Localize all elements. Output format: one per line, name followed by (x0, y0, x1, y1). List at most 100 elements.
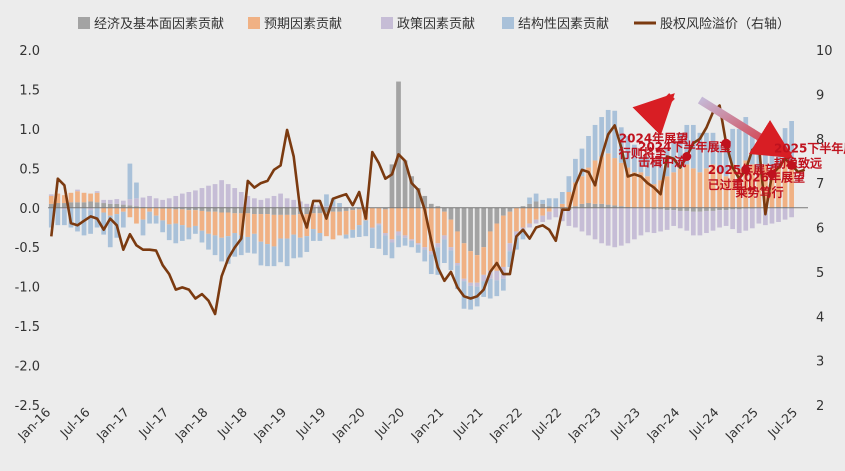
bar-econ (48, 203, 54, 208)
bar-struct (140, 219, 146, 236)
bar-struct (658, 156, 663, 181)
trend-arrow-up (632, 93, 675, 136)
annotation-label: 2026年展望 (736, 169, 805, 184)
bar-econ (337, 207, 342, 212)
bar-policy (415, 243, 421, 245)
bar-expect (94, 192, 100, 203)
bar-econ (455, 207, 460, 232)
bar-policy (428, 251, 434, 255)
bar-econ (81, 202, 87, 208)
bar-econ (101, 203, 107, 208)
bar-econ (520, 206, 526, 208)
legend-swatch-econ (78, 17, 90, 29)
bar-expect (625, 167, 631, 207)
bar-expect (664, 176, 670, 208)
bar-expect (396, 207, 401, 232)
bar-struct (520, 231, 526, 240)
bar-policy (769, 207, 775, 224)
bar-policy (186, 192, 192, 208)
bar-expect (278, 214, 283, 239)
bar-expect (651, 184, 657, 208)
bar-expect (789, 160, 794, 208)
annotation-marker (767, 169, 777, 179)
bar-struct (645, 156, 650, 177)
bar-policy (782, 207, 788, 220)
x-tick-label: Jan-21 (407, 405, 446, 444)
bar-expect (343, 210, 349, 235)
bar-policy (612, 207, 618, 248)
y-right-tick-label: 10 (816, 44, 833, 59)
x-tick-label: Jul-20 (371, 404, 407, 440)
bar-policy (645, 208, 650, 233)
bar-policy (199, 188, 205, 208)
bar-expect (350, 210, 356, 230)
bar-expect (677, 168, 683, 208)
bar-struct (238, 235, 244, 256)
bar-econ (677, 207, 683, 211)
bar-econ (618, 206, 624, 208)
bar-econ (383, 207, 388, 210)
bar-policy (252, 198, 257, 208)
bar-expect (448, 219, 454, 248)
bar-policy (120, 200, 126, 205)
bar-policy (396, 231, 401, 236)
bar-struct (507, 251, 513, 267)
bar-policy (166, 198, 172, 208)
y-right-tick-label: 5 (816, 266, 824, 281)
bar-expect (127, 207, 133, 218)
bar-struct (553, 198, 559, 208)
bar-expect (232, 213, 238, 234)
bar-econ (310, 207, 316, 214)
bar-expect (487, 231, 493, 271)
bar-econ (193, 207, 198, 211)
bar-econ (62, 203, 67, 208)
y-left-tick-label: -1.0 (15, 281, 40, 296)
bar-expect (481, 247, 487, 275)
bar-policy (723, 210, 729, 226)
bar-econ (219, 207, 224, 213)
bar-econ (225, 207, 231, 213)
bar-econ (546, 206, 552, 208)
y-right-tick-label: 6 (816, 222, 824, 237)
bar-struct (297, 237, 303, 258)
x-tick-label: Jul-21 (449, 405, 485, 441)
bar-econ (343, 207, 349, 211)
bar-struct (356, 225, 362, 237)
y-right-tick-label: 9 (816, 88, 824, 103)
legend-item-erp: 股权风险溢价（右轴） (634, 16, 790, 32)
bar-econ (232, 207, 238, 214)
bar-policy (592, 207, 598, 240)
legend-item-econ: 经济及基本面因素贡献 (78, 17, 224, 32)
bar-policy (284, 198, 290, 208)
bar-policy (442, 235, 447, 240)
bar-expect (186, 210, 192, 228)
bar-policy (605, 207, 611, 246)
bar-econ (199, 207, 205, 211)
bar-econ (206, 207, 211, 212)
bar-struct (179, 225, 185, 241)
bar-struct (278, 238, 283, 263)
bar-struct (704, 132, 709, 169)
annotation-label: 乘势笃行 (735, 184, 784, 199)
bar-expect (736, 168, 742, 208)
bar-struct (147, 211, 152, 224)
bar-struct (304, 236, 310, 252)
bar-policy (671, 210, 677, 226)
bar-econ (94, 202, 100, 208)
bar-struct (199, 230, 205, 243)
annotation-label: 2024下半年展望 (638, 139, 731, 154)
y-left-tick-label: -2.0 (15, 360, 40, 375)
bar-struct (153, 215, 159, 224)
x-tick-label: Jul-23 (607, 405, 643, 441)
bar-struct (291, 234, 297, 259)
bar-struct (422, 249, 428, 262)
bar-econ (527, 203, 532, 208)
bar-struct (396, 235, 401, 248)
bar-policy (147, 195, 152, 208)
bar-policy (507, 243, 513, 252)
bar-struct (212, 235, 218, 256)
x-tick-label: Jul-24 (685, 404, 721, 440)
bar-econ (252, 207, 257, 215)
bar-econ (468, 207, 473, 252)
annotation-marker (682, 152, 692, 161)
